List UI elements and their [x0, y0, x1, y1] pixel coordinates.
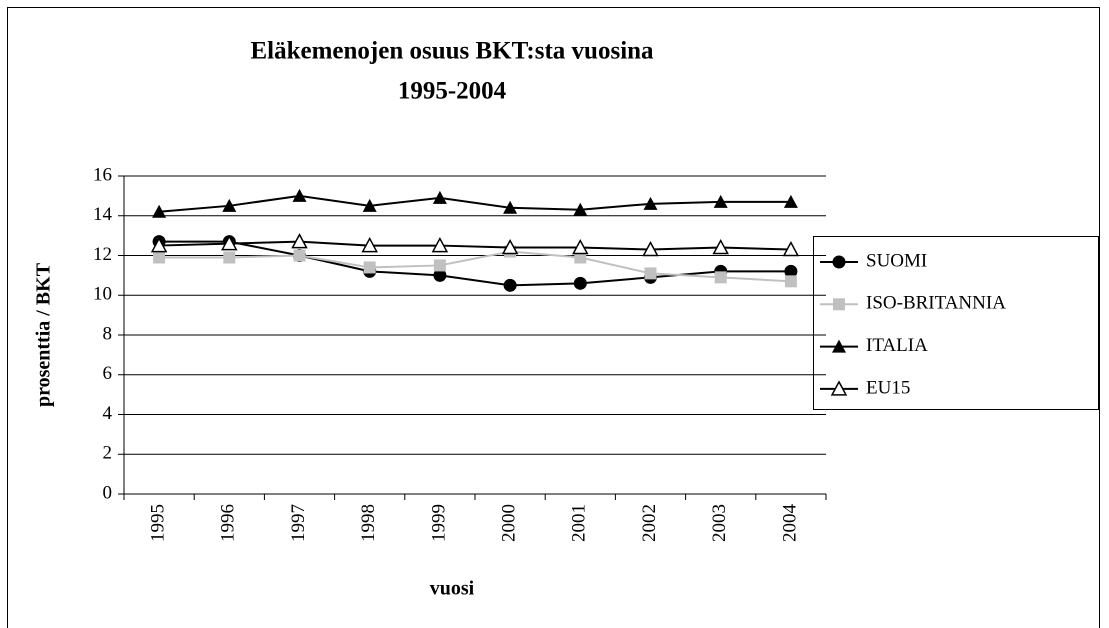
data-point: [152, 204, 167, 218]
legend: [813, 236, 1099, 410]
data-point: [503, 200, 518, 214]
series-line: [159, 250, 791, 283]
x-tick-label: 2000: [498, 504, 519, 542]
x-tick-label: 2003: [709, 504, 730, 542]
series-line: [159, 240, 791, 251]
legend-marker: [833, 298, 845, 311]
data-point: [432, 190, 447, 204]
chart-title: 1995-2004: [398, 78, 507, 105]
data-point: [150, 236, 168, 253]
data-point: [433, 268, 447, 282]
data-point: [363, 261, 376, 274]
x-tick-label: 2004: [779, 504, 800, 543]
chart-title: Eläkemenojen osuus BKT:sta vuosina: [250, 38, 654, 65]
data-point: [783, 194, 798, 208]
data-point: [223, 251, 236, 264]
y-axis-label: prosenttia / BKT: [33, 262, 55, 407]
data-point: [433, 259, 446, 272]
y-tick-label: 0: [103, 482, 113, 503]
x-tick-label: 1997: [288, 504, 309, 542]
legend-label: EU15: [866, 377, 910, 398]
data-point: [784, 275, 797, 288]
data-point: [221, 234, 238, 251]
x-tick-label: 1996: [218, 504, 239, 542]
data-point: [573, 276, 587, 290]
data-point: [713, 194, 728, 208]
data-point: [362, 198, 377, 212]
data-point: [293, 249, 306, 262]
data-point: [153, 251, 166, 264]
data-point: [644, 267, 657, 280]
data-point: [573, 202, 588, 216]
data-point: [291, 233, 308, 249]
y-tick-label: 6: [103, 363, 113, 384]
y-tick-label: 2: [103, 443, 113, 464]
data-point: [642, 240, 659, 257]
data-point: [714, 271, 727, 284]
data-point: [431, 236, 449, 253]
series-line: [159, 194, 791, 213]
data-point: [712, 238, 729, 255]
legend-label: ITALIA: [866, 335, 928, 356]
data-point: [782, 240, 800, 257]
legend-marker: [830, 380, 848, 396]
y-tick-label: 4: [103, 403, 113, 424]
y-tick-label: 12: [93, 244, 112, 265]
legend-marker: [832, 339, 846, 353]
legend-label: SUOMI: [866, 250, 927, 271]
data-point: [784, 264, 798, 278]
x-tick-label: 2002: [639, 504, 660, 542]
x-tick-label: 2001: [569, 504, 590, 542]
data-point: [572, 238, 589, 255]
x-tick-label: 1995: [147, 504, 168, 542]
legend-label: ISO-BRITANNIA: [866, 293, 1006, 314]
data-point: [292, 188, 307, 202]
data-point: [643, 196, 658, 210]
y-tick-label: 10: [93, 284, 112, 305]
x-tick-label: 1999: [428, 504, 449, 542]
x-axis-label: vuosi: [430, 578, 475, 600]
y-tick-label: 14: [93, 204, 113, 225]
y-tick-label: 16: [93, 164, 112, 185]
x-tick-label: 1998: [358, 504, 379, 542]
data-point: [222, 198, 237, 212]
data-point: [574, 251, 587, 264]
y-tick-label: 8: [103, 323, 113, 344]
data-point: [501, 238, 519, 255]
data-point: [361, 236, 378, 253]
legend-marker: [832, 255, 846, 269]
data-point: [503, 278, 517, 292]
